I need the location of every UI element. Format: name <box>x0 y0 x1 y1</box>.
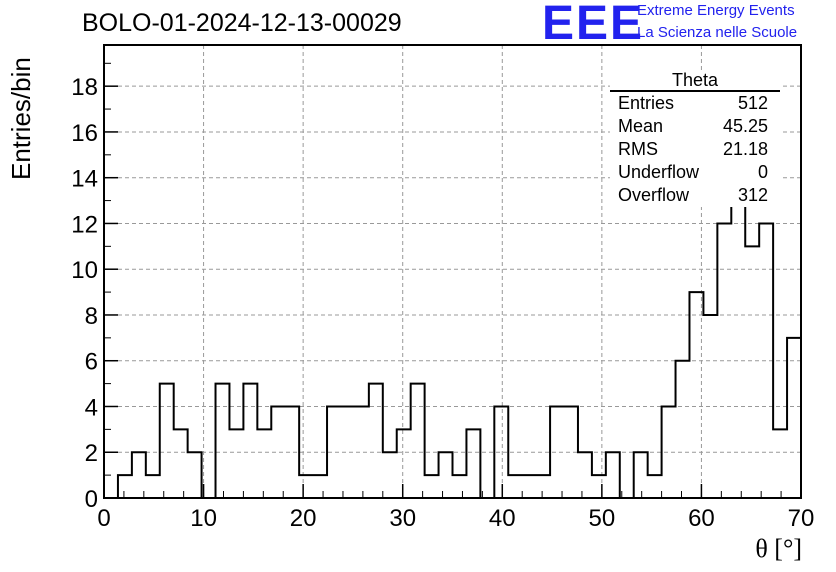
stats-box: Theta Entries 512 Mean 45.25 RMS 21.18 Unde… <box>610 70 780 207</box>
stats-value: 512 <box>737 93 768 113</box>
x-axis-label: θ [°] <box>755 534 802 563</box>
y-tick-label: 8 <box>85 303 98 330</box>
stats-value: 45.25 <box>722 116 768 136</box>
y-tick-label: 2 <box>85 440 98 467</box>
y-tick-label: 12 <box>71 211 98 238</box>
eee-logo-line1: Extreme Energy Events <box>637 2 795 19</box>
x-tick-label: 50 <box>589 505 616 532</box>
y-tick-label: 18 <box>71 74 98 101</box>
stats-row-rms: RMS 21.18 <box>610 138 780 161</box>
y-tick-label: 10 <box>71 257 98 284</box>
stats-label: Mean <box>618 116 664 136</box>
stats-row-underflow: Underflow 0 <box>610 161 780 184</box>
x-tick-label: 40 <box>489 505 516 532</box>
stats-value: 312 <box>737 185 768 205</box>
stats-row-overflow: Overflow 312 <box>610 184 780 207</box>
axis-ticks: 0 10 20 30 40 50 60 70 0 2 4 6 8 10 12 14 16 18 <box>71 62 815 532</box>
x-tick-label: 30 <box>389 505 416 532</box>
y-tick-label: 0 <box>85 486 98 513</box>
stats-title: Theta <box>610 70 780 92</box>
stats-label: Overflow <box>618 185 690 205</box>
y-tick-label: 16 <box>71 120 98 147</box>
x-tick-label: 70 <box>788 505 815 532</box>
x-tick-label: 0 <box>97 505 110 532</box>
stats-label: RMS <box>618 139 658 159</box>
stats-label: Underflow <box>618 162 700 182</box>
x-tick-label: 60 <box>688 505 715 532</box>
plot-frame <box>103 44 802 499</box>
histogram-outline <box>104 63 802 499</box>
y-tick-label: 4 <box>85 394 98 421</box>
grid-lines <box>104 45 801 498</box>
y-axis-label: Entries/bin <box>6 57 36 180</box>
stats-value: 21.18 <box>722 139 768 159</box>
stats-value: 0 <box>757 162 768 182</box>
stats-label: Entries <box>618 93 675 113</box>
eee-logo-line2: La Scienza nelle Scuole <box>637 24 798 41</box>
y-tick-label: 6 <box>85 349 98 376</box>
x-tick-label: 20 <box>290 505 317 532</box>
stats-row-mean: Mean 45.25 <box>610 115 780 138</box>
plot-title: BOLO-01-2024-12-13-00029 <box>82 9 402 37</box>
y-tick-label: 14 <box>71 166 98 193</box>
eee-logo: EEE <box>542 0 645 50</box>
x-tick-label: 10 <box>190 505 217 532</box>
stats-row-entries: Entries 512 <box>610 92 780 115</box>
